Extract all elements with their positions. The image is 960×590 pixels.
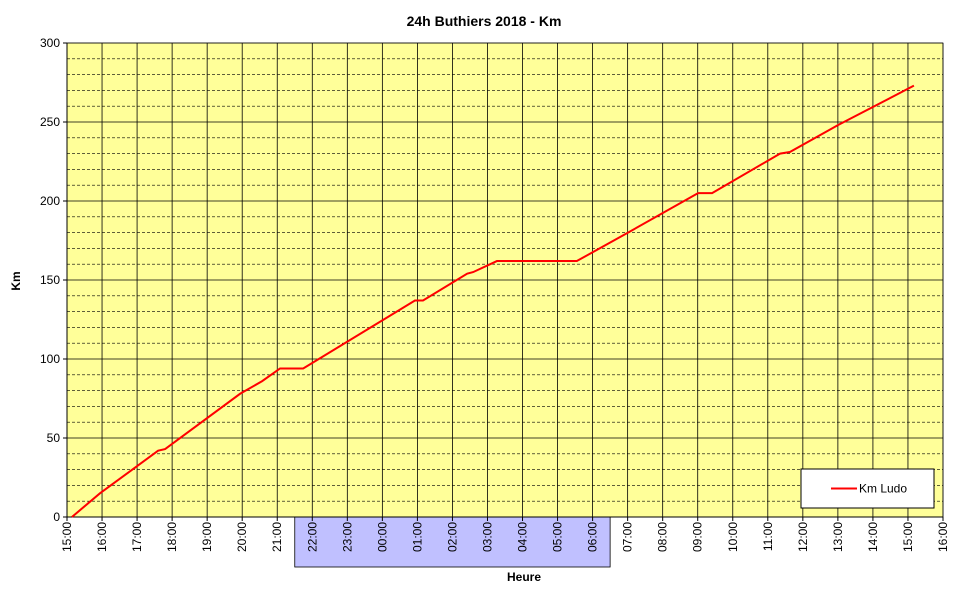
x-tick-label: 02:00	[445, 522, 459, 552]
x-tick-label: 13:00	[831, 522, 845, 552]
x-tick-label: 17:00	[130, 522, 144, 552]
y-tick-label: 0	[53, 510, 60, 524]
x-tick-label: 03:00	[480, 522, 494, 552]
y-tick-label: 300	[40, 36, 60, 50]
x-tick-label: 12:00	[796, 522, 810, 552]
x-tick-label: 05:00	[551, 522, 565, 552]
x-tick-label: 06:00	[586, 522, 600, 552]
x-tick-label: 21:00	[270, 522, 284, 552]
legend-label: Km Ludo	[859, 482, 907, 496]
y-tick-label: 250	[40, 115, 60, 129]
x-tick-label: 20:00	[235, 522, 249, 552]
x-tick-label: 18:00	[165, 522, 179, 552]
x-tick-label: 00:00	[375, 522, 389, 552]
y-tick-label: 200	[40, 194, 60, 208]
y-tick-label: 50	[47, 431, 61, 445]
x-tick-label: 10:00	[726, 522, 740, 552]
x-tick-label: 01:00	[410, 522, 424, 552]
legend-box	[800, 468, 935, 509]
x-tick-label: 16:00	[95, 522, 109, 552]
y-tick-label: 150	[40, 273, 60, 287]
x-tick-label: 15:00	[901, 522, 915, 552]
x-tick-label: 07:00	[621, 522, 635, 552]
chart-title: 24h Buthiers 2018 - Km	[407, 13, 562, 29]
x-tick-label: 04:00	[516, 522, 530, 552]
x-tick-label: 09:00	[691, 522, 705, 552]
x-tick-label: 19:00	[200, 522, 214, 552]
y-axis-title: Km	[9, 271, 23, 290]
x-tick-label: 11:00	[761, 522, 775, 551]
x-axis-title: Heure	[507, 570, 541, 584]
x-tick-label: 23:00	[340, 522, 354, 552]
night-band	[294, 516, 611, 568]
x-tick-label: 15:00	[60, 522, 74, 552]
x-tick-label: 08:00	[656, 522, 670, 552]
data-line	[71, 84, 915, 518]
x-tick-label: 22:00	[305, 522, 319, 552]
x-tick-label: 14:00	[866, 522, 880, 552]
x-tick-label: 16:00	[936, 522, 950, 552]
y-tick-label: 100	[40, 352, 60, 366]
